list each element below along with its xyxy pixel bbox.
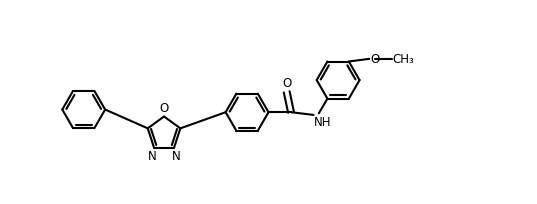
Text: CH₃: CH₃ <box>393 53 415 66</box>
Text: O: O <box>371 53 380 65</box>
Text: O: O <box>159 101 169 114</box>
Text: O: O <box>282 77 292 90</box>
Text: N: N <box>172 149 180 162</box>
Text: NH: NH <box>314 116 331 129</box>
Text: N: N <box>148 149 156 162</box>
